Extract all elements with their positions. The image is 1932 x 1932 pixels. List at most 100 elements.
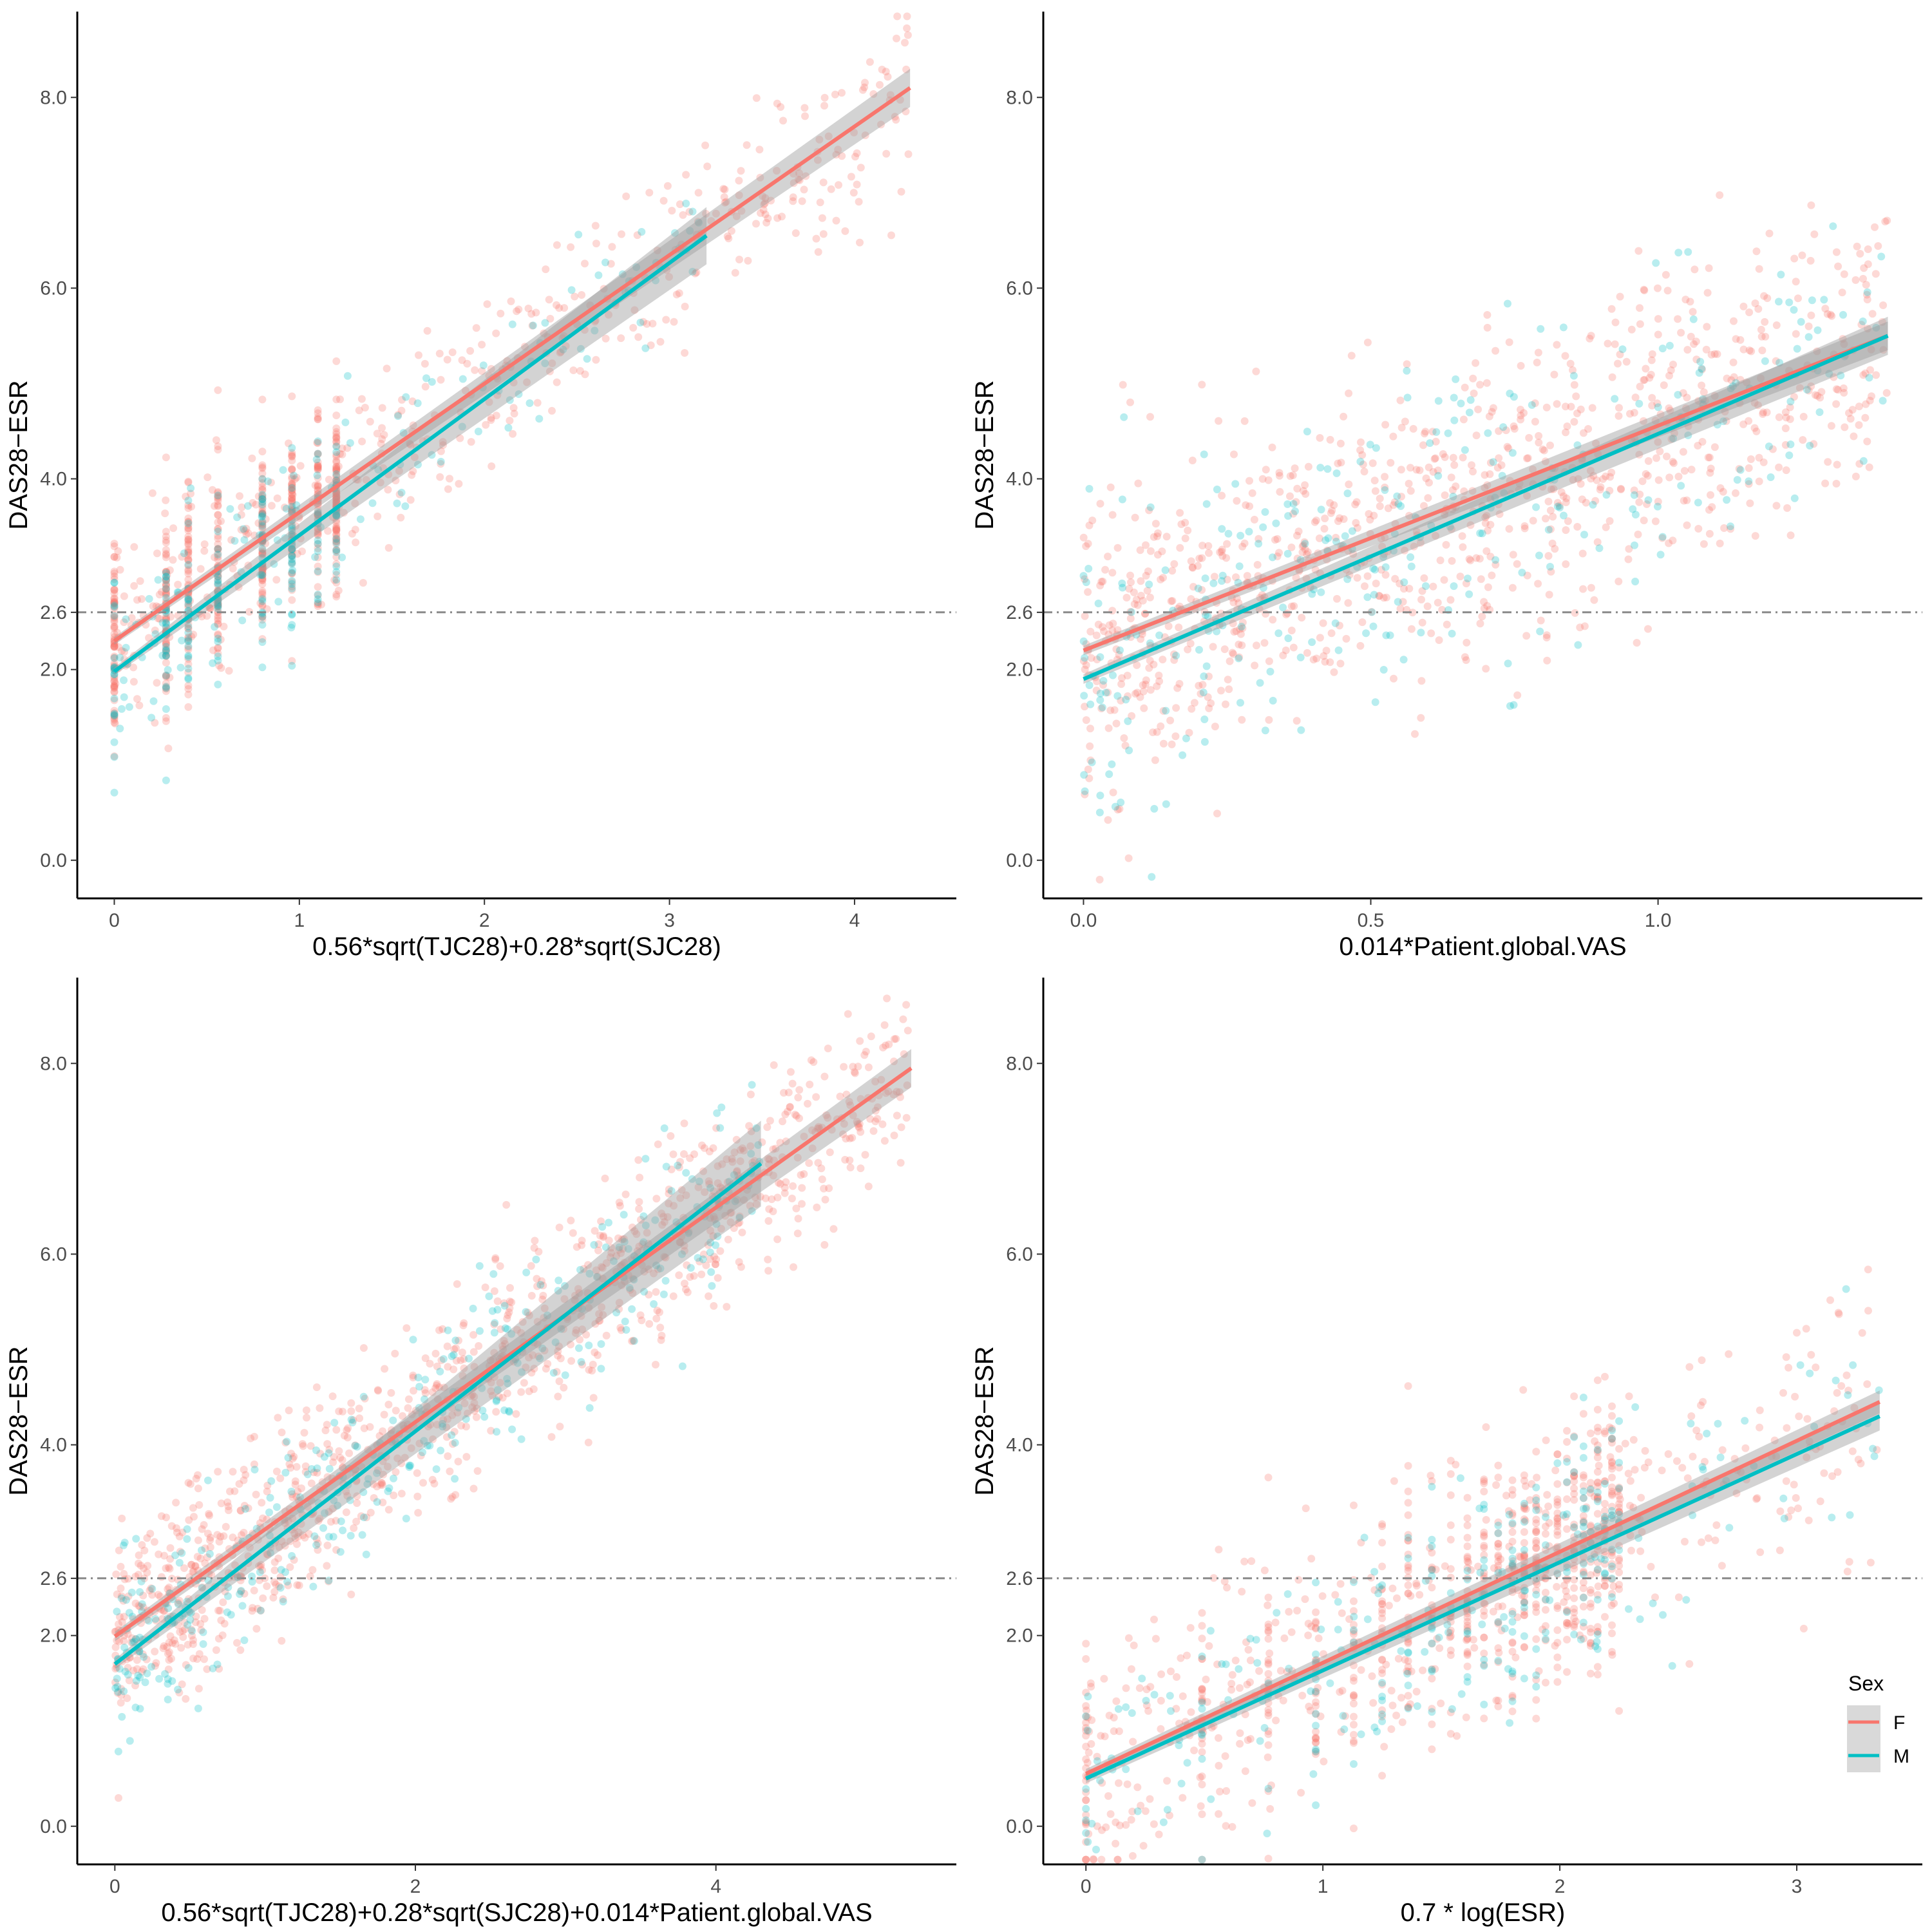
scatter-point-f	[292, 1463, 301, 1471]
scatter-point-m	[1654, 403, 1662, 412]
scatter-point-m	[240, 525, 247, 533]
scatter-point-f	[880, 1137, 889, 1145]
scatter-point-m	[428, 378, 436, 386]
scatter-point-f	[1712, 1521, 1721, 1530]
x-tick-label: 0.0	[1070, 910, 1097, 931]
scatter-point-m	[1098, 703, 1106, 712]
scatter-point-f	[352, 538, 360, 547]
scatter-point-f	[206, 1536, 214, 1544]
scatter-point-f	[1265, 715, 1273, 724]
scatter-point-f	[1397, 424, 1406, 431]
scatter-point-f	[805, 1159, 813, 1167]
scatter-point-m	[288, 484, 296, 492]
scatter-point-f	[214, 492, 222, 500]
scatter-point-f	[1633, 639, 1641, 647]
scatter-point-m	[1790, 494, 1799, 502]
scatter-point-f	[1570, 1623, 1578, 1631]
scatter-point-f	[711, 1260, 719, 1269]
scatter-point-f	[1461, 383, 1469, 392]
scatter-point-f	[1794, 1504, 1802, 1513]
scatter-point-m	[311, 553, 319, 561]
scatter-point-f	[110, 714, 118, 723]
scatter-point-f	[1108, 511, 1117, 519]
scatter-point-f	[110, 674, 118, 683]
scatter-point-f	[714, 1274, 722, 1282]
scatter-point-f	[258, 565, 267, 573]
scatter-point-f	[194, 1471, 202, 1479]
scatter-point-f	[1476, 620, 1484, 628]
scatter-point-f	[1100, 627, 1108, 636]
scatter-point-f	[355, 406, 363, 415]
scatter-point-f	[710, 1302, 718, 1310]
scatter-point-f	[634, 1156, 643, 1164]
scatter-point-f	[548, 359, 556, 368]
scatter-point-f	[343, 444, 352, 452]
scatter-point-f	[258, 566, 267, 574]
scatter-point-m	[113, 1607, 121, 1616]
scatter-point-f	[325, 475, 333, 484]
scatter-point-f	[206, 604, 214, 612]
scatter-point-m	[281, 1468, 290, 1477]
scatter-point-f	[779, 117, 787, 125]
scatter-point-m	[265, 1508, 273, 1517]
scatter-point-f	[656, 1308, 663, 1316]
scatter-point-f	[1776, 1546, 1784, 1555]
scatter-point-m	[1489, 458, 1497, 466]
scatter-point-f	[332, 546, 341, 554]
scatter-point-f	[214, 600, 222, 608]
scatter-point-f	[601, 334, 610, 343]
scatter-point-f	[208, 486, 216, 494]
scatter-point-f	[1120, 734, 1128, 743]
scatter-point-f	[258, 509, 267, 518]
scatter-point-f	[314, 406, 322, 414]
scatter-point-m	[368, 499, 377, 507]
scatter-point-f	[724, 234, 733, 243]
scatter-point-f	[211, 553, 219, 562]
scatter-point-m	[1839, 310, 1847, 319]
scatter-point-f	[1790, 254, 1799, 263]
scatter-point-f	[1312, 1734, 1320, 1743]
scatter-point-m	[1602, 491, 1611, 499]
scatter-point-f	[1446, 1491, 1455, 1499]
scatter-point-f	[288, 495, 296, 503]
scatter-point-f	[110, 553, 118, 561]
scatter-point-f	[1104, 1792, 1112, 1800]
scatter-point-f	[1820, 1469, 1828, 1477]
scatter-point-f	[1130, 588, 1138, 596]
scatter-point-f	[384, 486, 392, 494]
scatter-point-f	[506, 1283, 514, 1292]
scatter-point-f	[288, 506, 296, 514]
scatter-point-f	[288, 451, 296, 459]
scatter-point-f	[1210, 573, 1218, 581]
scatter-point-m	[1269, 697, 1277, 705]
scatter-point-f	[110, 585, 118, 593]
scatter-point-m	[1209, 579, 1218, 587]
scatter-point-m	[258, 491, 267, 499]
scatter-point-f	[705, 1292, 713, 1300]
scatter-point-m	[325, 1449, 333, 1457]
scatter-point-f	[812, 1093, 820, 1101]
scatter-point-f	[142, 621, 150, 629]
scatter-point-m	[1399, 656, 1408, 664]
scatter-point-f	[314, 511, 322, 520]
scatter-point-f	[374, 1387, 383, 1395]
scatter-point-f	[184, 625, 193, 633]
scatter-point-f	[1871, 270, 1880, 278]
scatter-point-f	[1446, 1470, 1455, 1478]
scatter-point-f	[763, 1123, 772, 1132]
scatter-point-f	[1525, 433, 1533, 442]
scatter-point-f	[240, 1466, 248, 1473]
scatter-point-m	[184, 637, 193, 645]
scatter-point-f	[532, 308, 540, 317]
scatter-point-f	[1882, 389, 1891, 397]
scatter-point-m	[1200, 450, 1208, 459]
scatter-point-f	[1463, 1514, 1472, 1522]
scatter-point-f	[258, 589, 267, 597]
scatter-point-m	[362, 1550, 370, 1558]
scatter-point-f	[755, 146, 764, 154]
scatter-point-m	[162, 576, 170, 585]
scatter-point-f	[1608, 1457, 1616, 1466]
scatter-point-f	[332, 578, 341, 587]
scatter-point-f	[258, 574, 267, 583]
scatter-point-m	[1194, 584, 1202, 592]
